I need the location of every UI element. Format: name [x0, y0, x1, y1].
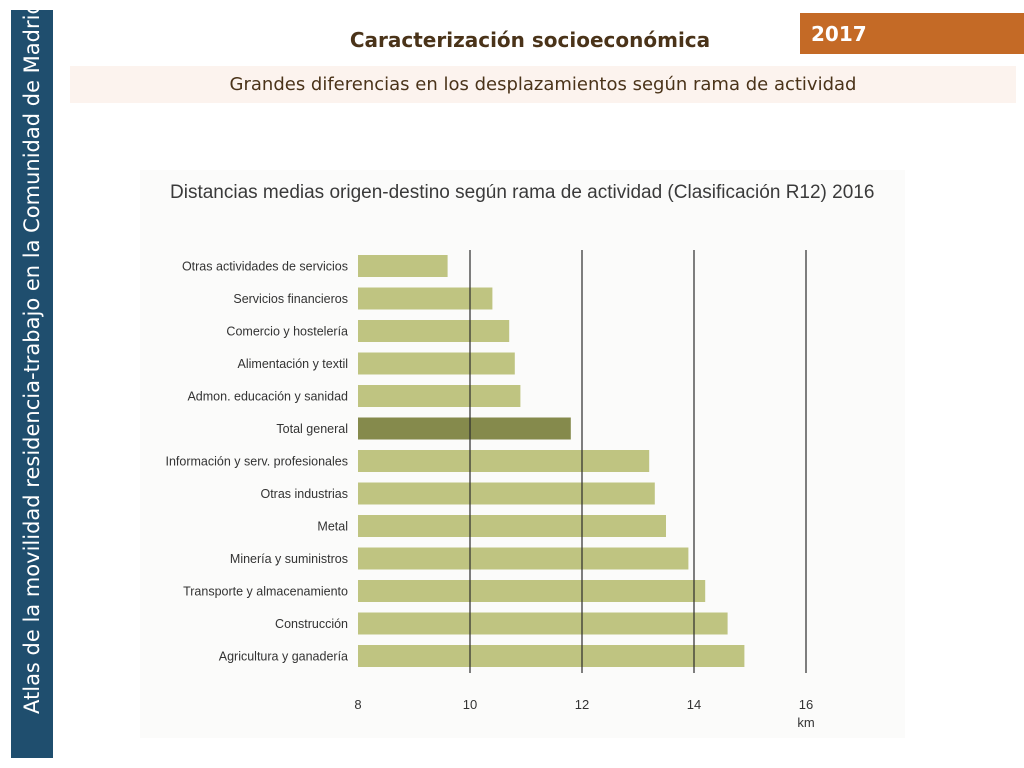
bar-11	[358, 612, 728, 635]
bar-3	[358, 352, 515, 375]
bar-0	[358, 255, 448, 277]
category-label: Agricultura y ganadería	[219, 650, 348, 664]
x-tick-label: 14	[687, 697, 701, 712]
category-label: Servicios financieros	[233, 292, 348, 306]
bar-2	[358, 320, 510, 342]
category-label: Transporte y almacenamiento	[183, 585, 348, 599]
bar-8	[358, 515, 666, 537]
category-label: Comercio y hostelería	[226, 325, 348, 339]
category-label: Admon. educación y sanidad	[187, 390, 348, 404]
bar-4	[358, 385, 521, 407]
bar-12	[358, 645, 745, 667]
category-label: Otras industrias	[260, 487, 348, 501]
bar-6	[358, 450, 650, 472]
category-label: Construcción	[275, 617, 348, 631]
x-tick-label: 16	[799, 697, 813, 712]
page-title: Caracterización socioeconómica	[349, 28, 711, 52]
page-subtitle: Grandes diferencias en los desplazamient…	[70, 66, 1016, 103]
category-label: Alimentación y textil	[238, 357, 348, 371]
year-badge: 2017	[800, 13, 1024, 54]
category-label: Total general	[276, 422, 348, 436]
bar-7	[358, 482, 655, 505]
bar-10	[358, 580, 706, 602]
bar-5	[358, 417, 571, 440]
x-axis-label: km	[797, 715, 814, 730]
x-tick-label: 8	[354, 697, 361, 712]
category-label: Información y serv. profesionales	[166, 455, 349, 469]
x-tick-label: 12	[575, 697, 589, 712]
category-label: Minería y suministros	[230, 552, 348, 566]
chart-title: Distancias medias origen-destino según r…	[170, 182, 875, 203]
bar-1	[358, 287, 493, 310]
bar-9	[358, 547, 689, 570]
x-tick-label: 10	[463, 697, 477, 712]
category-label: Metal	[317, 520, 348, 534]
side-banner: Atlas de la movilidad residencia-trabajo…	[11, 1, 53, 758]
category-label: Otras actividades de servicios	[182, 260, 348, 274]
